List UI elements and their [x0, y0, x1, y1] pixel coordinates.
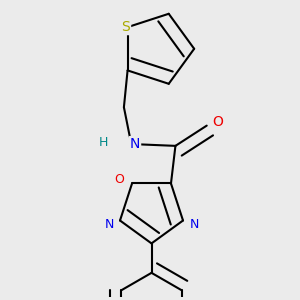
Text: O: O	[212, 115, 223, 129]
Text: N: N	[189, 218, 199, 231]
Text: S: S	[122, 20, 130, 34]
Text: H: H	[99, 136, 108, 149]
Text: N: N	[104, 218, 114, 231]
Text: N: N	[130, 137, 140, 151]
Text: O: O	[114, 173, 124, 186]
